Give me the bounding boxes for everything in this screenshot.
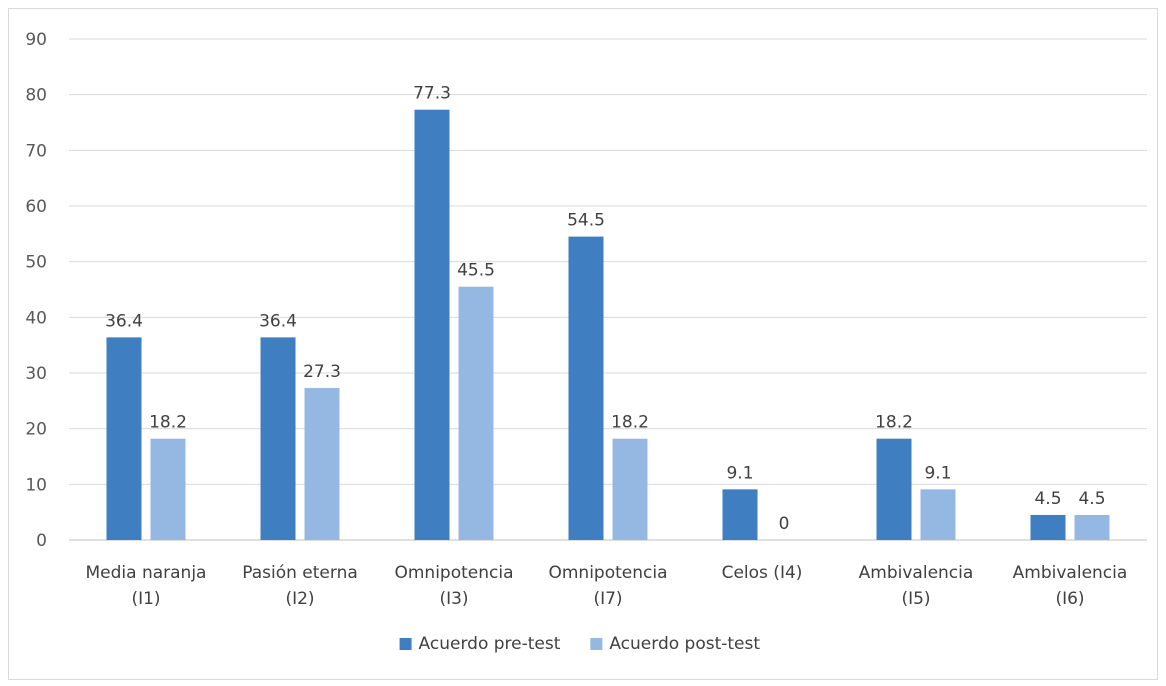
data-labels: 36.4 18.2 36.4 27.3 77.3 45.5 54.5 18.2 9.1 0 18.2… [105, 84, 1105, 534]
y-tick-label: 0 [36, 531, 47, 551]
chart-frame: 0 10 20 30 40 50 60 70 80 90 36.4 18.2 36.4 27.3 77.3… [8, 8, 1158, 680]
bar [568, 236, 604, 540]
legend-label: Acuerdo post-test [609, 634, 760, 654]
legend: Acuerdo pre-test Acuerdo post-test [399, 634, 760, 654]
bar [876, 438, 912, 540]
y-tick-label: 50 [25, 253, 47, 273]
x-tick-label: Ambivalencia (I6) [1013, 563, 1128, 609]
bar [1030, 514, 1066, 540]
y-tick-label: 80 [25, 86, 47, 106]
bar [722, 489, 758, 540]
bar [458, 286, 494, 540]
data-label: 18.2 [611, 413, 649, 433]
legend-item: Acuerdo post-test [590, 634, 760, 654]
y-tick-label: 60 [25, 197, 47, 217]
bar [920, 489, 956, 540]
x-axis: Media naranja (I1) Pasión eterna (I2) Omnipo… [86, 563, 1128, 609]
bar [1074, 514, 1110, 540]
x-tick-label: Celos (I4) [722, 563, 803, 583]
bar [106, 337, 142, 540]
y-tick-label: 30 [25, 364, 47, 384]
y-tick-label: 20 [25, 420, 47, 440]
y-tick-label: 70 [25, 141, 47, 161]
legend-swatch [590, 638, 603, 650]
data-label: 54.5 [567, 211, 605, 231]
x-tick-label: Media naranja (I1) [86, 563, 207, 609]
data-label: 9.1 [924, 463, 951, 483]
bars [106, 109, 1110, 541]
bar [150, 438, 186, 540]
y-tick-label: 10 [25, 475, 47, 495]
data-label: 27.3 [303, 362, 341, 382]
data-label: 18.2 [875, 413, 913, 433]
bar [304, 388, 340, 540]
bar [260, 337, 296, 540]
legend-label: Acuerdo pre-test [419, 634, 561, 654]
data-label: 77.3 [413, 84, 451, 104]
legend-swatch [399, 638, 412, 650]
x-tick-label: Omnipotencia (I3) [394, 563, 513, 609]
bar [414, 109, 450, 541]
data-label: 4.5 [1078, 489, 1105, 509]
y-axis: 0 10 20 30 40 50 60 70 80 90 [25, 30, 47, 551]
data-label: 36.4 [259, 311, 297, 331]
data-label: 18.2 [149, 413, 187, 433]
data-label: 0 [779, 514, 790, 534]
gridlines [69, 38, 1147, 541]
data-label: 36.4 [105, 311, 143, 331]
x-tick-label: Pasión eterna (I2) [242, 563, 358, 609]
x-tick-label: Ambivalencia (I5) [859, 563, 974, 609]
legend-item: Acuerdo pre-test [399, 634, 561, 654]
y-tick-label: 90 [25, 30, 47, 50]
y-tick-label: 40 [25, 308, 47, 328]
data-label: 45.5 [457, 261, 495, 281]
data-label: 9.1 [726, 463, 753, 483]
bar-chart: 0 10 20 30 40 50 60 70 80 90 36.4 18.2 36.4 27.3 77.3… [25, 30, 1147, 654]
data-label: 4.5 [1034, 489, 1061, 509]
x-tick-label: Omnipotencia (I7) [548, 563, 667, 609]
bar [612, 438, 648, 540]
